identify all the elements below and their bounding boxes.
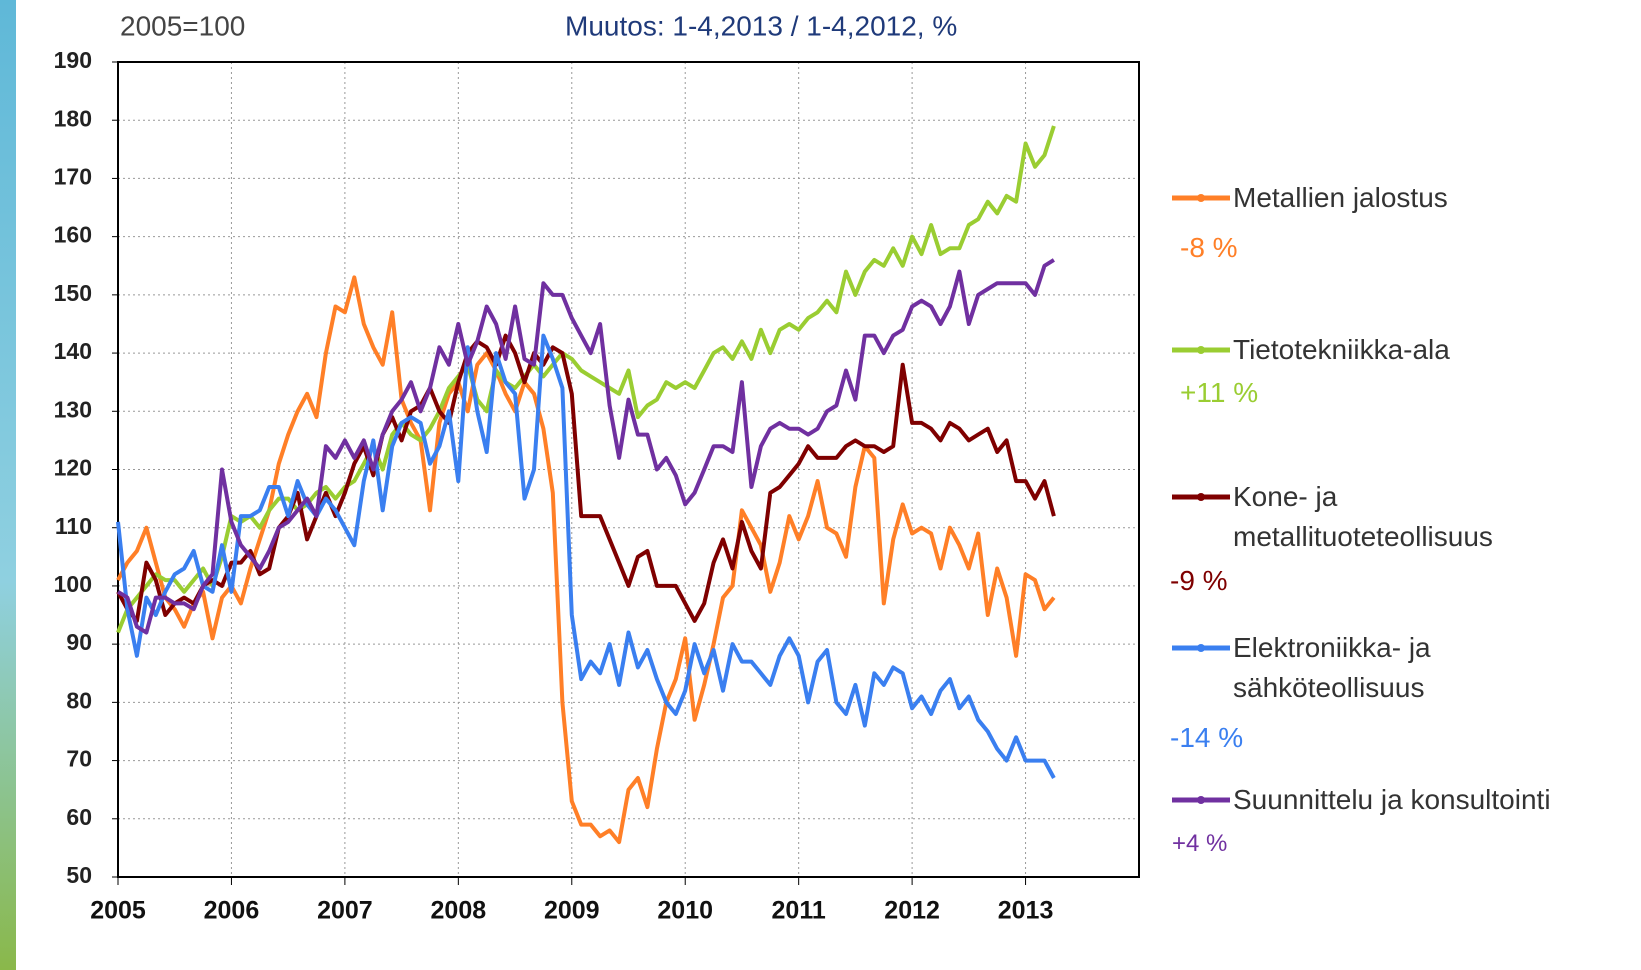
plot-frame (117, 61, 1140, 878)
legend-marker (1197, 796, 1205, 804)
subtitle: 2005=100 (120, 10, 245, 41)
y-tick-label: 190 (54, 47, 92, 73)
y-tick-label: 110 (55, 513, 92, 539)
change-label: +4 % (1172, 830, 1228, 857)
y-tick-label: 60 (66, 804, 92, 830)
legend-marker (1197, 346, 1205, 354)
y-tick-label: 80 (66, 687, 92, 713)
series-line (116, 125, 1056, 634)
legend-marker (1197, 644, 1205, 652)
legend-label: Kone- ja metallituoteteollisuus (1233, 481, 1493, 552)
x-tick-label: 2007 (317, 897, 373, 925)
series-line (116, 333, 1056, 623)
change-label: -8 % (1180, 232, 1238, 263)
legend-label: Elektroniikka- ja sähköteollisuus (1233, 632, 1431, 703)
series-line (116, 258, 1055, 635)
chart-title: Muutos: 1-4,2013 / 1-4,2012, % (565, 10, 957, 41)
legend-label: Tietotekniikka-ala (1233, 334, 1450, 365)
x-tick-label: 2010 (657, 897, 713, 925)
y-tick-label: 140 (54, 338, 92, 364)
y-tick-label: 120 (54, 455, 92, 481)
y-tick-label: 150 (54, 280, 92, 306)
y-tick-label: 90 (66, 629, 92, 655)
change-label: -9 % (1170, 565, 1228, 596)
x-tick-label: 2012 (884, 897, 940, 925)
y-tick-label: 70 (66, 746, 92, 772)
legend-marker (1197, 194, 1205, 202)
x-tick-label: 2005 (90, 897, 146, 925)
x-tick-label: 2008 (431, 897, 487, 925)
change-label: -14 % (1170, 722, 1244, 753)
series-line (116, 333, 1056, 779)
y-tick-label: 50 (66, 862, 92, 888)
decor-strip (0, 0, 16, 970)
x-tick-label: 2011 (772, 897, 826, 925)
x-tick-label: 2009 (544, 897, 600, 925)
y-tick-label: 100 (54, 571, 92, 597)
legend-label: Suunnittelu ja konsultointi (1233, 784, 1551, 815)
x-tick-label: 2013 (998, 897, 1054, 925)
y-tick-label: 130 (54, 396, 92, 422)
change-label: +11 % (1180, 377, 1259, 408)
legend-marker (1197, 493, 1205, 501)
y-tick-label: 160 (54, 222, 92, 248)
x-tick-label: 2006 (204, 897, 260, 925)
y-tick-label: 180 (54, 105, 92, 131)
y-tick-label: 170 (54, 164, 92, 190)
legend-label: Metallien jalostus (1233, 182, 1448, 213)
series-line (116, 275, 1056, 845)
